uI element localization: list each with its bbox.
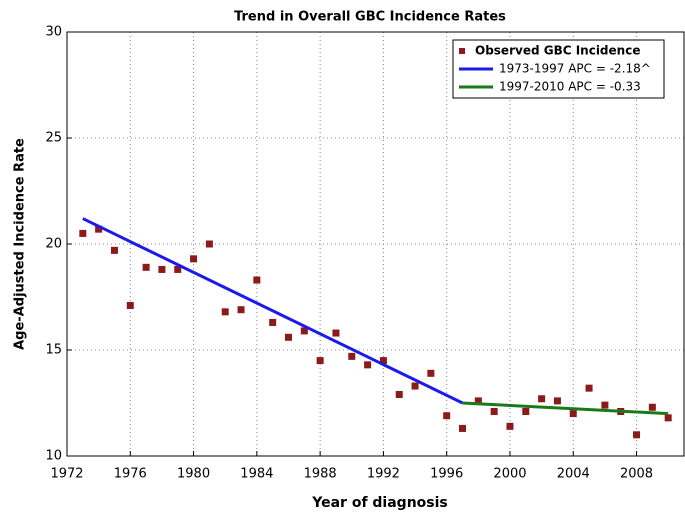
x-tick-label: 1976 (114, 467, 147, 482)
point (110, 246, 118, 254)
y-tick-label: 20 (45, 237, 62, 252)
point (633, 431, 641, 439)
point (379, 357, 387, 365)
point (205, 240, 213, 248)
point (474, 397, 482, 405)
point (316, 357, 324, 365)
point (284, 333, 292, 341)
y-tick-label: 30 (45, 25, 62, 40)
point (490, 407, 498, 415)
chart-title: Trend in Overall GBC Incidence Rates (234, 10, 506, 25)
point (158, 265, 166, 273)
point (569, 410, 577, 418)
point (506, 422, 514, 430)
trend-line (462, 401, 669, 416)
x-tick-label: 2008 (620, 467, 653, 482)
point (538, 395, 546, 403)
point (411, 382, 419, 390)
point (443, 412, 451, 420)
y-tick-label: 25 (45, 131, 62, 146)
y-tick-label: 15 (45, 343, 62, 358)
point (174, 265, 182, 273)
x-tick-label: 1972 (50, 467, 83, 482)
x-tick-label: 1992 (367, 467, 400, 482)
point (79, 229, 87, 237)
legend-symbol (459, 48, 465, 54)
trend-line (82, 217, 464, 405)
point (300, 327, 308, 335)
y-axis-label: Age-Adjusted Incidence Rate (13, 138, 28, 350)
point (522, 407, 530, 415)
point (237, 306, 245, 314)
x-tick-label: 2004 (557, 467, 590, 482)
y-tick-label: 10 (45, 449, 62, 464)
x-tick-label: 1980 (177, 467, 210, 482)
point (648, 403, 656, 411)
point (253, 276, 261, 284)
x-axis-label: Year of diagnosis (311, 495, 448, 511)
x-tick-label: 1996 (430, 467, 463, 482)
x-tick-label: 1984 (240, 467, 273, 482)
point (459, 424, 467, 432)
point (585, 384, 593, 392)
legend-label: 1997-2010 APC = -0.33 (499, 80, 641, 94)
point (427, 369, 435, 377)
legend-label: Observed GBC Incidence (475, 44, 640, 58)
point (190, 255, 198, 263)
point (142, 263, 150, 271)
point (395, 391, 403, 399)
point (364, 361, 372, 369)
point (269, 318, 277, 326)
legend-label: 1973-1997 APC = -2.18^ (499, 62, 651, 76)
point (664, 414, 672, 422)
point (601, 401, 609, 409)
x-tick-label: 1988 (304, 467, 337, 482)
point (332, 329, 340, 337)
point (348, 352, 356, 360)
point (95, 225, 103, 233)
point (221, 308, 229, 316)
point (553, 397, 561, 405)
point (126, 301, 134, 309)
plot-frame (66, 31, 685, 457)
x-tick-label: 2000 (493, 467, 526, 482)
